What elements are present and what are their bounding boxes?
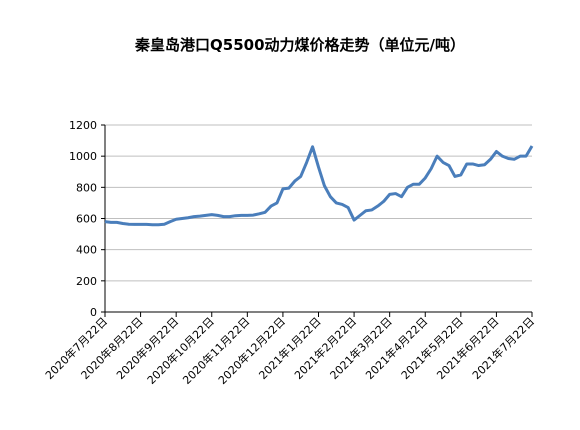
x-tick-label: 2021年7月22日 bbox=[469, 314, 537, 382]
x-tick-label: 2020年11月22日 bbox=[180, 314, 253, 387]
x-tick-label: 2020年7月22日 bbox=[42, 314, 110, 382]
chart-title: 秦皇岛港口Q5500动力煤价格走势（单位元/吨） bbox=[134, 36, 465, 54]
y-tick-label: 0 bbox=[90, 306, 97, 319]
y-tick-label: 800 bbox=[76, 181, 97, 194]
x-tick-label: 2020年8月22日 bbox=[78, 314, 146, 382]
x-tick-label: 2021年6月22日 bbox=[434, 314, 502, 382]
x-tick-label: 2020年9月22日 bbox=[113, 314, 181, 382]
x-tick-label: 2021年3月22日 bbox=[327, 314, 395, 382]
y-tick-label: 1200 bbox=[69, 119, 97, 132]
x-tick-label: 2021年2月22日 bbox=[291, 314, 359, 382]
data-line bbox=[104, 145, 534, 227]
x-tick-label: 2021年1月22日 bbox=[256, 314, 324, 382]
y-tick-label: 600 bbox=[76, 213, 97, 226]
y-tick-label: 1000 bbox=[69, 150, 97, 163]
y-tick-label: 200 bbox=[76, 275, 97, 288]
x-tick-label: 2020年12月22日 bbox=[215, 314, 288, 387]
x-tick-label: 2020年10月22日 bbox=[144, 314, 217, 387]
y-tick-label: 400 bbox=[76, 244, 97, 257]
x-tick-label: 2021年5月22日 bbox=[398, 314, 466, 382]
x-tick-label: 2021年4月22日 bbox=[362, 314, 430, 382]
